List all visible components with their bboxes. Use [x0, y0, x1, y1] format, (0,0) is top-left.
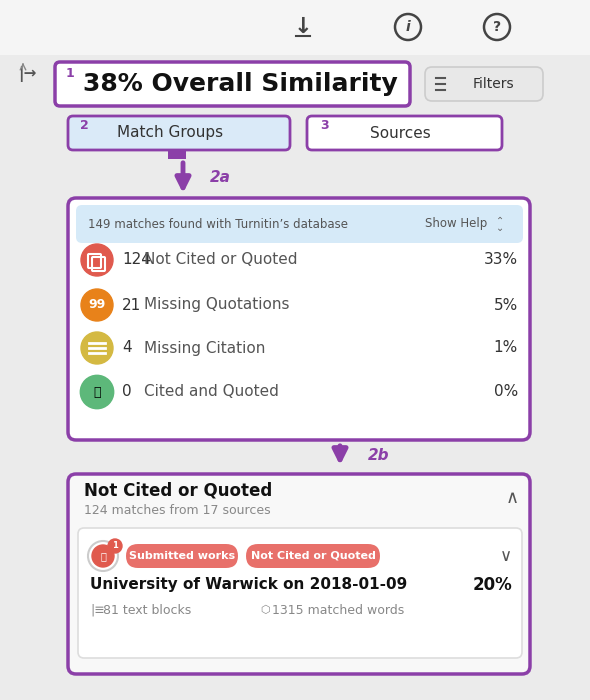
Circle shape [81, 244, 113, 276]
Text: 1: 1 [112, 542, 118, 550]
Text: 20%: 20% [472, 576, 512, 594]
Circle shape [81, 289, 113, 321]
Text: ∨: ∨ [500, 547, 512, 565]
Text: 1%: 1% [494, 340, 518, 356]
Text: 124: 124 [122, 253, 151, 267]
FancyBboxPatch shape [168, 149, 186, 159]
Text: 2b: 2b [368, 449, 389, 463]
Text: 124 matches from 17 sources: 124 matches from 17 sources [84, 503, 271, 517]
Text: 149 matches found with Turnitin’s database: 149 matches found with Turnitin’s databa… [88, 218, 348, 230]
Text: ∧: ∧ [506, 489, 519, 507]
Text: 33%: 33% [484, 253, 518, 267]
Text: 2a: 2a [210, 171, 231, 186]
Text: Match Groups: Match Groups [117, 125, 223, 141]
Circle shape [108, 539, 122, 553]
Circle shape [81, 376, 113, 408]
Text: ⧉: ⧉ [100, 551, 106, 561]
Text: |≡: |≡ [90, 603, 105, 617]
Text: 0: 0 [122, 384, 132, 400]
Text: 0%: 0% [494, 384, 518, 400]
FancyBboxPatch shape [68, 116, 290, 150]
Text: Filters: Filters [472, 77, 514, 91]
Text: 🎓: 🎓 [93, 386, 101, 398]
Text: 2: 2 [80, 119, 88, 132]
FancyBboxPatch shape [425, 67, 543, 101]
Text: ?: ? [493, 20, 501, 34]
Text: 4: 4 [122, 340, 132, 356]
Text: |→: |→ [18, 66, 37, 82]
FancyBboxPatch shape [307, 116, 502, 150]
Text: ↓: ↓ [294, 17, 312, 37]
Text: ⌄: ⌄ [496, 223, 504, 233]
Text: 1: 1 [66, 67, 75, 80]
FancyBboxPatch shape [68, 474, 530, 674]
Text: i: i [406, 20, 411, 34]
Text: 38% Overall Similarity: 38% Overall Similarity [83, 72, 398, 96]
Circle shape [92, 545, 114, 567]
Text: Cited and Quoted: Cited and Quoted [144, 384, 279, 400]
Text: Missing Citation: Missing Citation [144, 340, 266, 356]
Text: Sources: Sources [369, 125, 430, 141]
Text: Show Help: Show Help [425, 218, 487, 230]
Circle shape [81, 332, 113, 364]
Text: Not Cited or Quoted: Not Cited or Quoted [144, 253, 297, 267]
Circle shape [88, 541, 118, 571]
Text: Not Cited or Quoted: Not Cited or Quoted [251, 551, 375, 561]
Text: ⬡: ⬡ [260, 605, 270, 615]
FancyBboxPatch shape [246, 544, 380, 568]
Text: ⌃: ⌃ [496, 216, 504, 226]
Text: Missing Quotations: Missing Quotations [144, 298, 290, 312]
Circle shape [81, 376, 113, 408]
FancyBboxPatch shape [78, 528, 522, 658]
Text: 21: 21 [122, 298, 141, 312]
Text: University of Warwick on 2018-01-09: University of Warwick on 2018-01-09 [90, 578, 407, 592]
FancyBboxPatch shape [55, 62, 410, 106]
FancyBboxPatch shape [126, 544, 238, 568]
Text: 3: 3 [320, 119, 329, 132]
Text: 81 text blocks: 81 text blocks [103, 603, 191, 617]
Text: 1315 matched words: 1315 matched words [272, 603, 404, 617]
Text: 5%: 5% [494, 298, 518, 312]
FancyBboxPatch shape [0, 0, 590, 55]
FancyBboxPatch shape [68, 198, 530, 440]
FancyBboxPatch shape [76, 205, 523, 243]
Text: Submitted works: Submitted works [129, 551, 235, 561]
Text: 99: 99 [88, 298, 106, 312]
Text: Not Cited or Quoted: Not Cited or Quoted [84, 481, 272, 499]
